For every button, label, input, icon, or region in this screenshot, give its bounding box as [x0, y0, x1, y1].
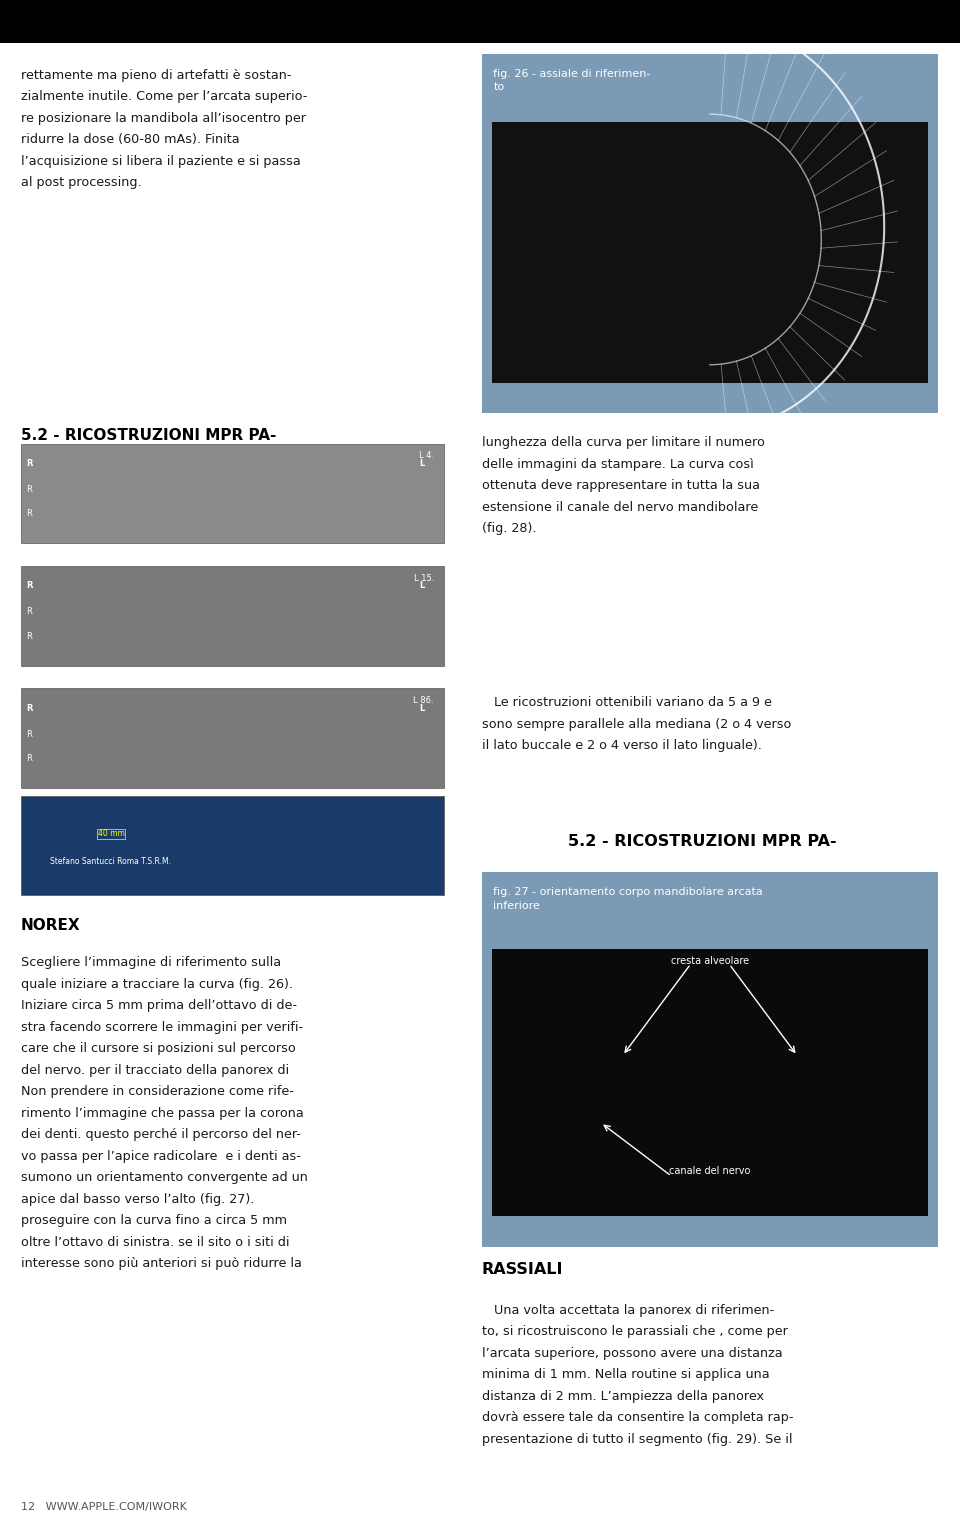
- Text: L 86.: L 86.: [414, 696, 434, 705]
- Text: R: R: [26, 459, 33, 468]
- FancyBboxPatch shape: [492, 122, 928, 382]
- Text: fig. 26 - assiale di riferimen-
to: fig. 26 - assiale di riferimen- to: [493, 69, 651, 92]
- FancyBboxPatch shape: [21, 796, 444, 895]
- Text: 5.2 - RICOSTRUZIONI MPR PA-: 5.2 - RICOSTRUZIONI MPR PA-: [21, 428, 276, 444]
- FancyBboxPatch shape: [492, 949, 928, 1216]
- Text: RASSIALI: RASSIALI: [482, 1262, 564, 1278]
- Text: Stefano Santucci Roma T.S.R.M.: Stefano Santucci Roma T.S.R.M.: [50, 857, 171, 866]
- FancyBboxPatch shape: [21, 566, 444, 666]
- Text: R: R: [26, 754, 32, 763]
- Text: R: R: [26, 607, 32, 617]
- FancyBboxPatch shape: [21, 688, 444, 788]
- Text: R: R: [26, 509, 32, 519]
- Text: R: R: [26, 730, 32, 739]
- Text: fig. 27 - orientamento corpo mandibolare arcata
inferiore: fig. 27 - orientamento corpo mandibolare…: [493, 887, 763, 910]
- Text: rettamente ma pieno di artefatti è sostan-
zialmente inutile. Come per l’arcata : rettamente ma pieno di artefatti è sosta…: [21, 69, 307, 190]
- Text: NOREX: NOREX: [21, 918, 81, 933]
- Text: L 4.: L 4.: [419, 451, 434, 461]
- FancyBboxPatch shape: [482, 872, 938, 1247]
- Text: L: L: [420, 581, 424, 591]
- Text: R: R: [26, 581, 33, 591]
- Text: R: R: [26, 485, 32, 494]
- Text: L: L: [420, 459, 424, 468]
- Text: Le ricostruzioni ottenibili variano da 5 a 9 e
sono sempre parallele alla median: Le ricostruzioni ottenibili variano da 5…: [482, 696, 791, 753]
- FancyBboxPatch shape: [21, 444, 444, 543]
- FancyBboxPatch shape: [0, 0, 960, 43]
- Text: lunghezza della curva per limitare il numero
delle immagini da stampare. La curv: lunghezza della curva per limitare il nu…: [482, 436, 765, 536]
- Text: L: L: [420, 704, 424, 713]
- Text: R: R: [26, 632, 32, 641]
- Text: Una volta accettata la panorex di riferimen-
to, si ricostruiscono le parassiali: Una volta accettata la panorex di riferi…: [482, 1304, 793, 1446]
- Text: Scegliere l’immagine di riferimento sulla
quale iniziare a tracciare la curva (f: Scegliere l’immagine di riferimento sull…: [21, 956, 308, 1270]
- FancyBboxPatch shape: [482, 54, 938, 413]
- Text: 12   WWW.APPLE.COM/IWORK: 12 WWW.APPLE.COM/IWORK: [21, 1501, 187, 1512]
- Text: canale del nervo: canale del nervo: [669, 1166, 751, 1177]
- Text: R: R: [26, 704, 33, 713]
- Text: 5.2 - RICOSTRUZIONI MPR PA-: 5.2 - RICOSTRUZIONI MPR PA-: [568, 834, 837, 849]
- Text: L 15.: L 15.: [414, 574, 434, 583]
- Text: cresta alveolare: cresta alveolare: [671, 956, 749, 967]
- Text: 40 mm: 40 mm: [98, 829, 125, 838]
